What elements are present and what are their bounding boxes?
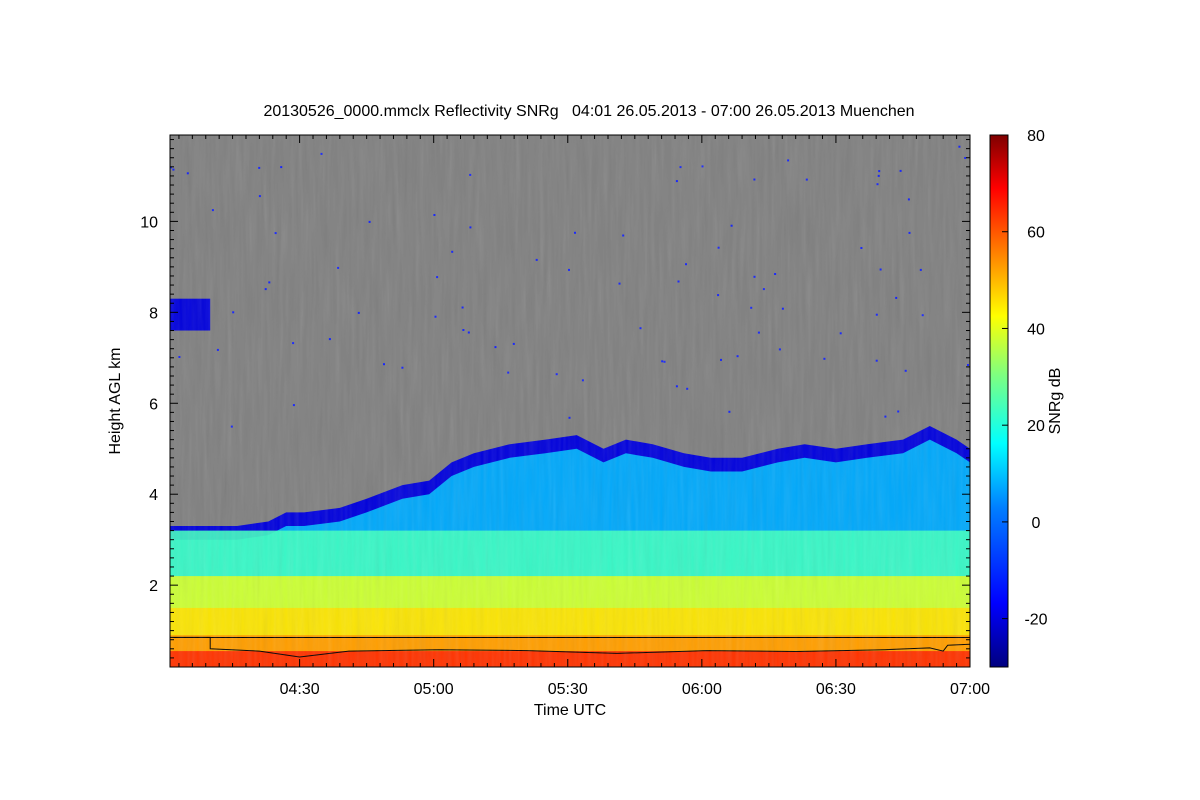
y-tick-label: 2 (149, 578, 158, 595)
chart-title: 20130526_0000.mmclx Reflectivity SNRg 04… (263, 103, 914, 120)
x-tick-label: 06:30 (816, 681, 856, 698)
colorbar-tick-label: 60 (1027, 225, 1045, 242)
x-tick-label: 06:00 (682, 681, 722, 698)
y-tick-label: 6 (149, 396, 158, 413)
plot-frame (169, 134, 971, 668)
x-tick-label: 05:00 (414, 681, 454, 698)
x-axis: 04:30 05:00 05:30 06:00 06:30 07:00 (178, 135, 990, 698)
y-tick-label: 4 (149, 487, 158, 504)
colorbar-tick-label: -20 (1024, 612, 1047, 629)
colorbar-tick-label: 0 (1032, 515, 1041, 532)
colorbar-tick-label: 40 (1027, 321, 1045, 338)
y-axis-label: Height AGL km (107, 347, 124, 454)
x-axis-label: Time UTC (534, 702, 606, 719)
x-tick-label: 05:30 (548, 681, 588, 698)
y-axis: 2 4 6 8 10 (140, 139, 970, 659)
colorbar (989, 134, 1009, 668)
y-tick-label: 10 (140, 214, 158, 231)
x-tick-label: 07:00 (950, 681, 990, 698)
y-tick-label: 8 (149, 305, 158, 322)
colorbar-tick-label: 80 (1027, 128, 1045, 145)
texture-overlay (170, 135, 970, 667)
x-tick-label: 04:30 (280, 681, 320, 698)
colorbar-label: SNRg dB (1047, 368, 1064, 435)
colorbar-tick-label: 20 (1027, 418, 1045, 435)
colorbar-ticks: -20 0 20 40 60 80 (1002, 128, 1048, 629)
